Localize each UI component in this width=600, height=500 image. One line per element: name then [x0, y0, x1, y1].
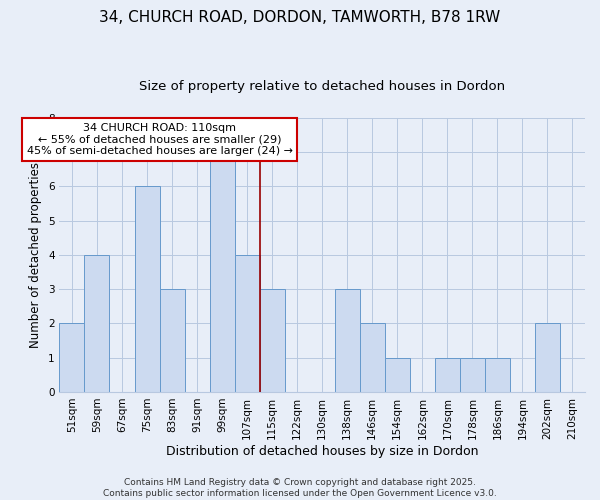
- Bar: [235, 255, 260, 392]
- Title: Size of property relative to detached houses in Dordon: Size of property relative to detached ho…: [139, 80, 505, 93]
- Bar: [335, 289, 360, 392]
- Bar: [460, 358, 485, 392]
- Bar: [59, 324, 85, 392]
- X-axis label: Distribution of detached houses by size in Dordon: Distribution of detached houses by size …: [166, 444, 478, 458]
- Text: Contains HM Land Registry data © Crown copyright and database right 2025.
Contai: Contains HM Land Registry data © Crown c…: [103, 478, 497, 498]
- Bar: [360, 324, 385, 392]
- Y-axis label: Number of detached properties: Number of detached properties: [29, 162, 43, 348]
- Text: 34, CHURCH ROAD, DORDON, TAMWORTH, B78 1RW: 34, CHURCH ROAD, DORDON, TAMWORTH, B78 1…: [100, 10, 500, 25]
- Bar: [160, 289, 185, 392]
- Bar: [535, 324, 560, 392]
- Bar: [485, 358, 510, 392]
- Bar: [260, 289, 284, 392]
- Bar: [134, 186, 160, 392]
- Bar: [85, 255, 109, 392]
- Bar: [209, 152, 235, 392]
- Text: 34 CHURCH ROAD: 110sqm
← 55% of detached houses are smaller (29)
45% of semi-det: 34 CHURCH ROAD: 110sqm ← 55% of detached…: [26, 123, 293, 156]
- Bar: [435, 358, 460, 392]
- Bar: [385, 358, 410, 392]
